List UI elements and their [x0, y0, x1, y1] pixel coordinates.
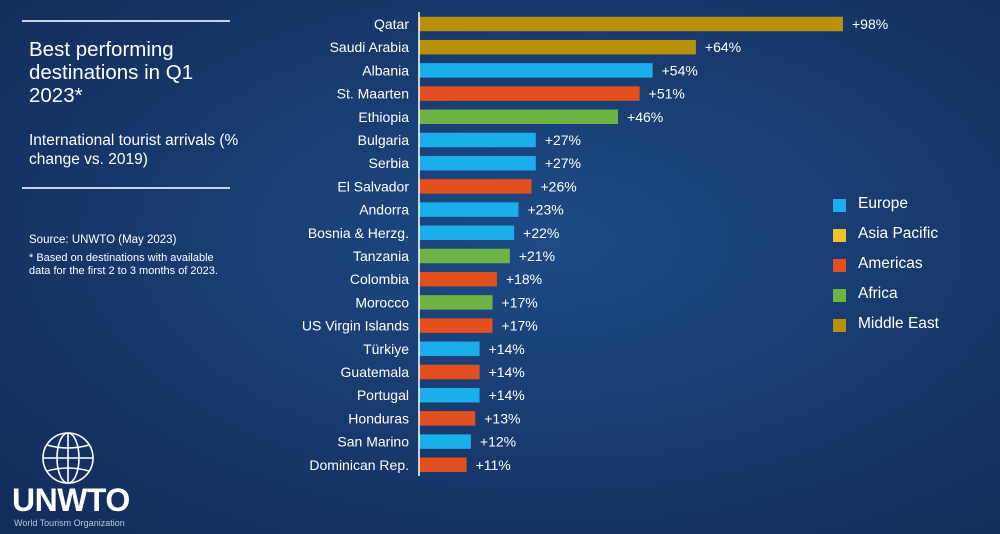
- category-label: Saudi Arabia: [330, 39, 410, 55]
- category-label: Tanzania: [353, 248, 409, 264]
- data-label: +54%: [662, 62, 698, 78]
- data-label: +18%: [506, 271, 542, 287]
- legend-label: Europe: [858, 195, 908, 212]
- top-divider: [22, 20, 230, 22]
- data-label: +14%: [489, 387, 525, 403]
- category-label: Ethiopia: [358, 109, 409, 125]
- logo-tagline: World Tourism Organization: [14, 518, 125, 528]
- data-label: +11%: [476, 457, 511, 473]
- category-label: US Virgin Islands: [302, 318, 409, 334]
- bar: [419, 318, 493, 333]
- category-label: Qatar: [374, 16, 409, 32]
- category-label: St. Maarten: [337, 86, 409, 102]
- unwto-logo: UNWTO World Tourism Organization: [12, 430, 132, 534]
- category-label: Guatemala: [341, 364, 410, 380]
- category-label: Andorra: [359, 202, 409, 218]
- bar: [419, 457, 467, 473]
- bar: [419, 295, 493, 310]
- bar: [419, 202, 519, 217]
- data-label: +51%: [649, 86, 685, 102]
- bar: [419, 63, 653, 78]
- category-label: El Salvador: [337, 178, 409, 194]
- category-label: Honduras: [348, 410, 409, 426]
- data-label: +22%: [523, 225, 559, 241]
- bar: [419, 86, 640, 101]
- legend-swatch: [833, 319, 846, 332]
- legend-label: Asia Pacific: [858, 225, 939, 242]
- bar: [419, 271, 497, 287]
- category-label: Serbia: [369, 155, 410, 171]
- bar: [419, 16, 843, 32]
- legend-label: Africa: [858, 285, 898, 302]
- legend-swatch: [833, 259, 846, 272]
- legend-swatch: [833, 199, 846, 212]
- category-label: Morocco: [355, 294, 409, 310]
- source-note: Source: UNWTO (May 2023): [29, 234, 177, 246]
- category-label: Portugal: [357, 387, 409, 403]
- chart-title: Best performing destinations in Q1 2023*: [29, 38, 194, 107]
- bottom-divider: [22, 187, 230, 189]
- category-label: Türkiye: [363, 341, 409, 357]
- chart-subtitle: International tourist arrivals (% change…: [29, 132, 239, 168]
- bar: [419, 225, 515, 241]
- globe-icon: [42, 432, 94, 484]
- data-label: +23%: [528, 202, 564, 218]
- footnote: * Based on destinations with available d…: [29, 252, 218, 277]
- bar: [419, 109, 619, 125]
- data-label: +64%: [705, 39, 741, 55]
- bar: [419, 411, 476, 426]
- data-label: +17%: [502, 318, 538, 334]
- legend-label: Americas: [858, 255, 923, 272]
- data-label: +21%: [519, 248, 555, 264]
- data-label: +14%: [489, 341, 525, 357]
- data-label: +13%: [484, 410, 520, 426]
- category-label: Colombia: [350, 271, 409, 287]
- legend-swatch: [833, 289, 846, 302]
- category-label: Albania: [362, 62, 409, 78]
- legend-label: Middle East: [858, 315, 939, 332]
- bar: [419, 341, 480, 357]
- data-label: +27%: [545, 132, 581, 148]
- bar: [419, 364, 480, 380]
- bar: [419, 248, 510, 264]
- data-label: +14%: [489, 364, 525, 380]
- data-label: +27%: [545, 155, 581, 171]
- bar: [419, 132, 536, 148]
- category-label: Dominican Rep.: [309, 457, 409, 473]
- data-label: +98%: [852, 16, 888, 32]
- data-label: +17%: [502, 294, 538, 310]
- bar: [419, 155, 536, 171]
- bar: [419, 387, 480, 403]
- logo-wordmark: UNWTO: [12, 482, 130, 518]
- data-label: +46%: [627, 109, 663, 125]
- bar: [419, 434, 471, 449]
- bar: [419, 179, 532, 194]
- category-label: Bosnia & Herzg.: [308, 225, 409, 241]
- data-label: +26%: [540, 178, 576, 194]
- legend-swatch: [833, 229, 846, 242]
- category-label: San Marino: [337, 434, 409, 450]
- data-label: +12%: [480, 434, 516, 450]
- bar: [419, 39, 696, 55]
- category-label: Bulgaria: [358, 132, 410, 148]
